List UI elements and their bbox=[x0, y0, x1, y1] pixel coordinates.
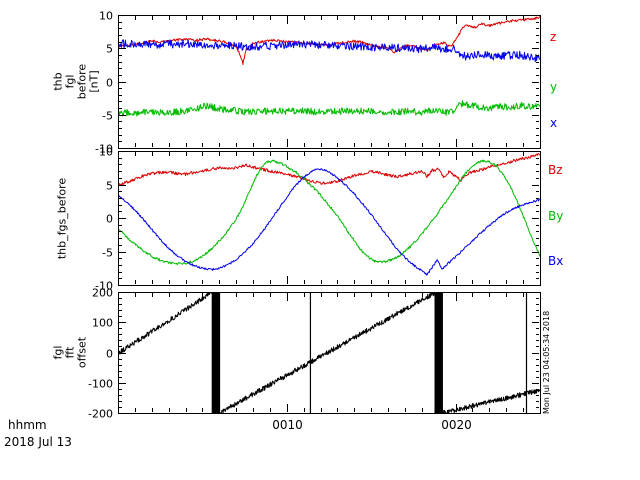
series-line-Bx bbox=[118, 168, 540, 276]
panel-2-axes bbox=[118, 151, 541, 286]
legend-y: y bbox=[550, 80, 558, 94]
y-tick-label: -100 bbox=[88, 378, 113, 391]
panel-1-series bbox=[118, 16, 540, 117]
series-line-x bbox=[118, 39, 540, 63]
x-axis-label: hhmm bbox=[8, 418, 47, 432]
series-line-y bbox=[118, 100, 540, 117]
series-line-offset bbox=[118, 292, 540, 413]
y-tick-label: 10 bbox=[99, 146, 113, 159]
y-tick-label: 5 bbox=[106, 180, 113, 193]
y-tick-label: 200 bbox=[92, 287, 113, 300]
series-line-Bz bbox=[118, 153, 540, 187]
y-tick-label: -200 bbox=[88, 408, 113, 421]
panel-2-series bbox=[118, 153, 540, 276]
x-tick-label: 0020 bbox=[441, 418, 472, 432]
panel3-ylabel-line3: offset bbox=[75, 336, 89, 369]
sawtooth-reset-band bbox=[434, 292, 443, 413]
y-tick-label: 100 bbox=[92, 317, 113, 330]
panel1-ylabel-units: [nT] bbox=[87, 70, 101, 93]
y-tick-label: 0 bbox=[106, 348, 113, 361]
y-tick-label: 5 bbox=[106, 43, 113, 56]
y-tick-label: 0 bbox=[106, 77, 113, 90]
y-tick-label: -10 bbox=[95, 143, 113, 156]
legend-x: x bbox=[550, 116, 558, 130]
legend-z: z bbox=[550, 30, 557, 44]
series-line-By bbox=[118, 159, 540, 266]
y-tick-label: -10 bbox=[95, 280, 113, 293]
panel-3-series bbox=[118, 292, 540, 413]
x-tick-label: 0010 bbox=[272, 418, 303, 432]
y-tick-label: -5 bbox=[102, 247, 113, 260]
date-label: 2018 Jul 13 bbox=[4, 435, 72, 449]
panel2-ylabel: thb_fgs_before bbox=[55, 177, 69, 260]
legend-by: By bbox=[548, 209, 564, 223]
y-tick-label: -5 bbox=[102, 110, 113, 123]
y-tick-label: 10 bbox=[99, 10, 113, 23]
creation-timestamp: Mon Jul 23 04:05:34 2018 bbox=[542, 310, 551, 414]
panel-3-axes bbox=[118, 292, 541, 414]
panel-1-axes bbox=[118, 15, 541, 149]
legend-bz: Bz bbox=[548, 163, 563, 177]
legend-bx: Bx bbox=[548, 254, 564, 268]
y-tick-label: 0 bbox=[106, 213, 113, 226]
sawtooth-reset-band bbox=[211, 292, 221, 413]
